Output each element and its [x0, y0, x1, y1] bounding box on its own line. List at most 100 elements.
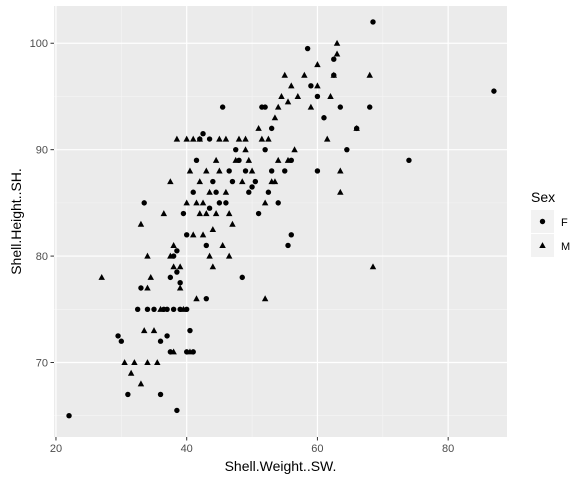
data-point-m	[144, 359, 151, 366]
data-point-m	[242, 135, 249, 142]
data-point-f	[138, 285, 144, 291]
data-point-f	[275, 200, 281, 206]
data-point-f	[144, 306, 151, 312]
data-point-m	[369, 263, 377, 270]
data-point-m	[173, 135, 181, 142]
data-point-f	[285, 242, 291, 249]
data-point-m	[137, 380, 145, 387]
data-point-m	[209, 263, 217, 270]
data-point-m	[219, 242, 226, 248]
data-point-m	[212, 210, 220, 217]
data-point-m	[170, 348, 177, 355]
y-tick-label: 100	[30, 38, 48, 50]
data-point-m	[301, 71, 308, 78]
data-point-m	[232, 156, 239, 163]
data-point-f	[193, 157, 200, 164]
data-point-m	[278, 93, 285, 100]
data-point-f	[242, 168, 249, 174]
data-point-m	[170, 263, 177, 270]
data-point-m	[144, 252, 151, 259]
data-point-f	[167, 274, 174, 281]
data-point-m	[137, 220, 145, 227]
data-point-m	[183, 135, 190, 142]
data-point-m	[147, 273, 154, 280]
data-point-m	[186, 167, 194, 174]
data-point-f	[337, 104, 344, 110]
data-point-m	[203, 210, 210, 217]
data-point-m	[239, 178, 246, 185]
data-point-f	[190, 189, 196, 195]
legend-label-f: F	[561, 217, 568, 229]
data-point-m	[229, 220, 236, 227]
data-point-m	[261, 199, 269, 206]
data-point-f	[331, 56, 337, 62]
data-point-m	[245, 156, 253, 163]
data-point-f	[314, 93, 321, 100]
data-point-f	[151, 306, 157, 312]
data-point-m	[183, 199, 190, 206]
data-point-m	[216, 135, 223, 142]
data-point-f	[219, 104, 226, 110]
data-point-f	[268, 168, 275, 174]
data-point-m	[291, 146, 298, 153]
x-tick-label: 60	[311, 443, 323, 455]
data-point-f	[223, 200, 229, 206]
data-point-f	[321, 115, 327, 121]
data-point-m	[196, 135, 204, 142]
data-point-f	[216, 200, 223, 206]
x-axis-title: Shell.Weight..SW.	[225, 458, 337, 474]
data-point-m	[199, 199, 207, 206]
data-point-m	[274, 103, 282, 110]
x-tick-label: 20	[50, 443, 62, 455]
data-point-m	[353, 124, 360, 131]
data-point-m	[327, 93, 334, 100]
data-point-f	[157, 391, 164, 398]
data-point-m	[193, 199, 200, 206]
data-point-m	[294, 93, 302, 100]
data-point-f	[206, 136, 213, 142]
data-point-m	[190, 135, 197, 142]
data-point-f	[183, 232, 190, 238]
data-point-f	[233, 146, 239, 153]
data-point-m	[284, 156, 292, 163]
data-point-f	[255, 210, 262, 217]
x-tick-label: 80	[442, 443, 454, 455]
axes: 20 40 60 80 70 80 90 100	[30, 38, 455, 455]
data-point-f	[174, 407, 180, 414]
data-point-f	[164, 333, 170, 339]
data-point-f	[134, 306, 141, 312]
data-point-m	[284, 98, 292, 105]
data-point-m	[176, 263, 184, 270]
data-point-f	[170, 306, 177, 312]
data-point-f	[304, 45, 311, 52]
data-point-f	[370, 19, 376, 25]
data-point-f	[265, 189, 272, 195]
data-point-m	[209, 226, 217, 233]
data-point-f	[252, 178, 259, 185]
data-point-f	[262, 146, 268, 153]
data-point-f	[66, 413, 72, 419]
data-point-m	[180, 305, 187, 312]
data-point-m	[131, 359, 138, 366]
data-point-m	[190, 231, 197, 238]
data-point-f	[246, 189, 252, 195]
data-point-f	[367, 104, 373, 110]
plot-panel	[54, 6, 507, 437]
data-point-m	[170, 242, 177, 248]
data-point-m	[127, 369, 135, 376]
data-point-m	[314, 82, 321, 89]
data-point-m	[206, 252, 213, 259]
data-point-f	[177, 279, 183, 286]
data-point-m	[333, 39, 341, 46]
data-point-m	[160, 210, 168, 217]
data-point-f	[262, 104, 268, 110]
data-point-f	[118, 338, 125, 344]
data-point-m	[140, 327, 148, 334]
data-points	[66, 19, 497, 419]
data-point-f	[141, 200, 147, 206]
legend-marker-f	[539, 218, 546, 225]
data-point-m	[271, 178, 279, 185]
data-point-m	[242, 146, 249, 153]
data-point-m	[222, 135, 230, 142]
data-point-f	[180, 210, 187, 217]
